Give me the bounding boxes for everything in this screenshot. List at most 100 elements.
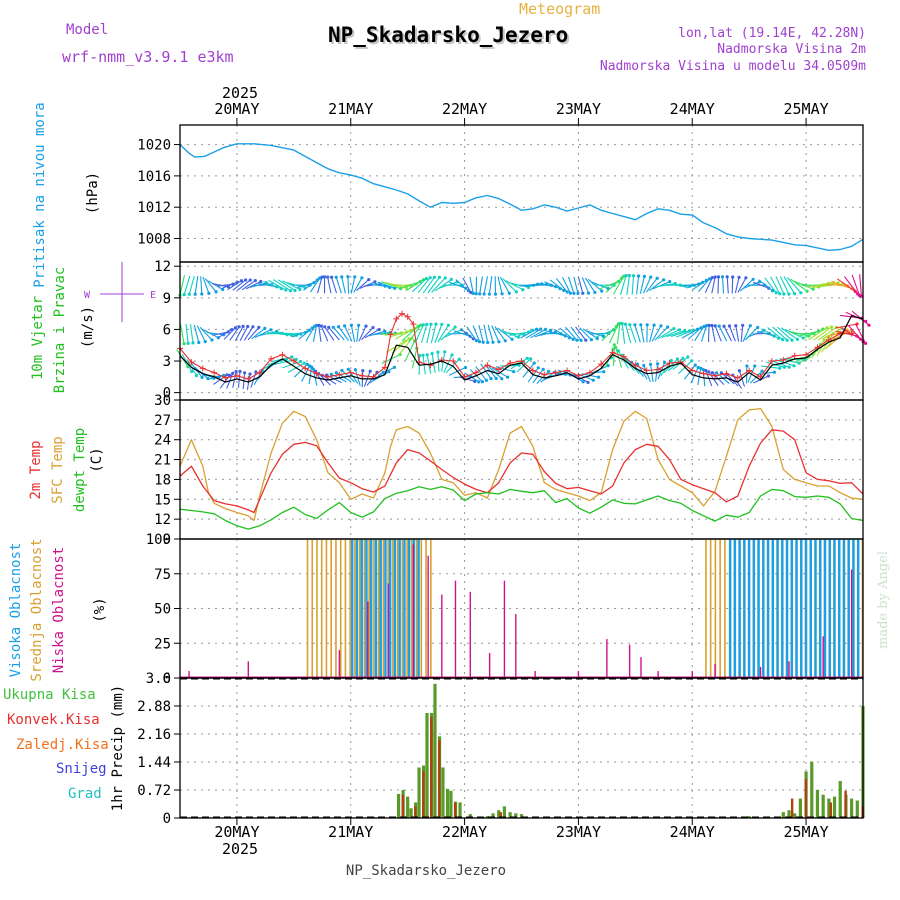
precip-conv-bar: [790, 798, 794, 818]
wind-arrow-head: [248, 278, 252, 282]
wind-arrow: [559, 327, 574, 340]
precip-bar: [449, 790, 453, 818]
wind-arrow: [488, 276, 493, 295]
wind-arrow-head: [421, 353, 425, 357]
bottom-day-labels: 20MAY 21MAY 22MAY 23MAY 24MAY 25MAY: [214, 818, 829, 841]
wind-arrow: [739, 278, 754, 292]
wind-arrow-head: [425, 322, 429, 326]
wind-arrow-head: [360, 276, 364, 280]
wind-arrow: [609, 323, 619, 344]
precip-bar: [810, 761, 814, 818]
wind-arrow-head: [486, 340, 490, 345]
wind-gust-marker: [404, 313, 411, 320]
y-tick-label: 100: [146, 532, 171, 548]
wind-arrow: [626, 275, 630, 295]
wind-arrow: [761, 328, 779, 339]
wind-arrow-head: [210, 338, 214, 342]
wind-arrow: [553, 328, 570, 339]
wind-arrow: [305, 325, 316, 342]
wind-arrow: [757, 330, 775, 337]
precip-conv-bar: [401, 794, 405, 818]
wind-arrow-head: [340, 368, 344, 373]
wind-arrow-head: [639, 323, 643, 327]
wind-arrow: [567, 276, 575, 294]
precip-conv-bar: [430, 716, 433, 818]
wind-arrow-head: [737, 369, 742, 373]
wind-arrow-head: [507, 291, 511, 295]
panel-frame: [179, 677, 864, 819]
wind-gust-marker: [256, 369, 263, 376]
wind-arrow-head: [207, 291, 211, 295]
wind-gust-marker: [632, 362, 639, 369]
wind-arrow-head: [663, 360, 667, 364]
wind-arrow-head: [377, 327, 381, 332]
wind-gust-marker: [643, 367, 650, 374]
wind-arrow: [245, 281, 262, 290]
top-day-label: 24MAY: [670, 100, 715, 118]
wind-gust-marker: [586, 369, 593, 376]
wind-arrow-head: [449, 277, 453, 281]
wind-arrow: [483, 276, 489, 295]
wind-arrow-head: [393, 286, 397, 290]
wind-arrow-head: [618, 321, 622, 325]
wind-arrow-head: [702, 324, 706, 329]
grid: [180, 539, 863, 678]
footer-station: NP_Skadarsko_Jezero: [346, 863, 506, 879]
wind-arrow: [405, 279, 424, 292]
cloud-bars: [180, 539, 864, 678]
wind-arrow-head: [326, 275, 330, 279]
wind-arrow: [332, 326, 345, 341]
wind-arrow: [189, 324, 194, 343]
wind-arrow: [514, 329, 533, 338]
precip-bar: [485, 816, 489, 818]
wind-arrow: [744, 327, 759, 341]
elevation-label: Nadmorska Visina 2m: [717, 42, 866, 57]
wind-arrow: [718, 325, 728, 342]
cloud-panel: 0 25 50 75 100: [146, 532, 864, 687]
wind-arrow-head: [741, 323, 745, 327]
wind-gust-marker: [233, 372, 240, 379]
wind-arrow-head: [642, 363, 646, 368]
wind-arrow: [767, 327, 784, 341]
wind-arrow-head: [668, 280, 672, 284]
wind-arrow-head: [474, 292, 478, 296]
wind-arrow: [258, 283, 277, 288]
wind-arrow-head: [263, 326, 267, 330]
wind-arrow-head: [228, 373, 232, 377]
wind-gust-marker: [700, 370, 707, 377]
wind-arrow: [811, 282, 834, 289]
wind-arrow-head: [197, 340, 201, 345]
precip-conv-bar: [829, 802, 833, 818]
wind-arrow: [199, 326, 213, 341]
wind-arrow: [422, 276, 435, 294]
wind-arrow-head: [418, 354, 422, 358]
pressure-side-label: Pritisak na nivou mora: [32, 102, 48, 287]
wind-arrow: [822, 327, 842, 340]
wind-arrow-head: [589, 338, 594, 342]
wind-arrow-head: [595, 336, 599, 341]
wind-arrow: [183, 275, 191, 295]
wind-arrow: [200, 276, 203, 295]
wind-arrow: [549, 279, 565, 291]
wind-arrow: [497, 276, 503, 294]
wind-arrow: [179, 323, 185, 344]
wind-arrow-head: [568, 291, 573, 295]
wind-arrow: [599, 280, 619, 290]
wind-arrow: [714, 325, 722, 342]
wind-arrow-head: [190, 369, 194, 374]
wind-compass-icon: W E: [84, 262, 156, 322]
wind-arrow: [636, 275, 640, 295]
wind-arrow: [764, 277, 777, 293]
wind-arrow-head: [334, 275, 338, 279]
wind-arrow-head: [471, 291, 475, 295]
wind-arrow: [368, 330, 385, 337]
y-tick-label: 12: [154, 259, 171, 275]
wind-arrow: [179, 274, 186, 296]
precip-bar: [747, 816, 751, 818]
wind-gust-marker: [734, 374, 741, 381]
wind-arrow-head: [246, 324, 250, 329]
wind-arrow-head: [337, 325, 341, 329]
wind-arrow-head: [719, 371, 724, 375]
wind-gust-marker: [791, 352, 798, 359]
wind-arrow: [686, 281, 703, 289]
